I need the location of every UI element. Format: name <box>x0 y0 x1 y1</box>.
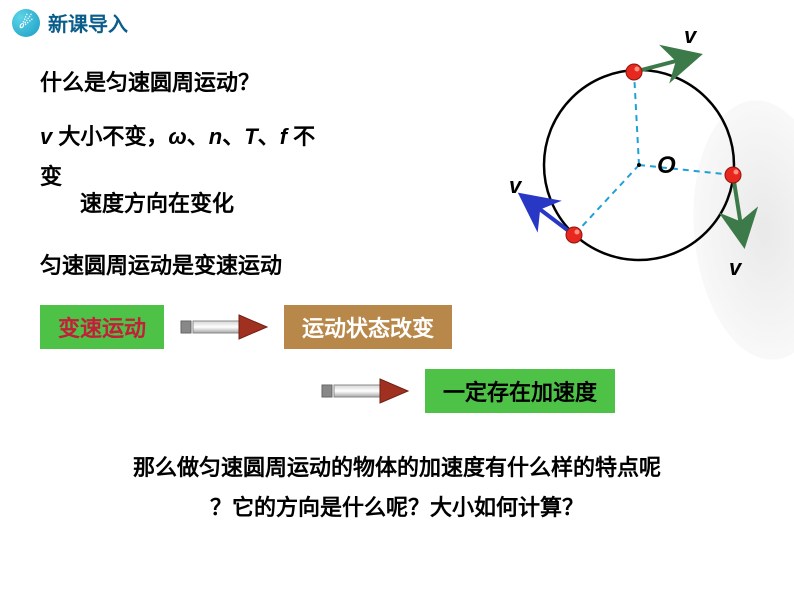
text-sep: 、 <box>222 124 244 149</box>
tag-state-change: 运动状态改变 <box>284 305 452 349</box>
variable-motion-text: 匀速圆周运动是变速运动 <box>40 248 754 280</box>
tag-acceleration: 一定存在加速度 <box>425 369 615 413</box>
physics-variables-line: v 大小不变，ω、n、T、f 不变 <box>40 117 754 196</box>
lesson-intro-icon: ☄ <box>12 9 40 37</box>
text-segment: 变 <box>40 164 62 189</box>
tag-variable-motion: 变速运动 <box>40 305 164 349</box>
icon-glyph: ☄ <box>19 13 33 33</box>
flow-row-2: 一定存在加速度 <box>320 369 754 413</box>
question-line-1: 什么是匀速圆周运动？ <box>40 65 754 97</box>
text-segment: 不 <box>293 124 315 149</box>
flow-row-1: 变速运动 运动状态改变 <box>40 305 754 349</box>
text-segment: 大小不变， <box>58 124 168 149</box>
var-omega: ω <box>168 124 186 149</box>
arrow-3d-icon <box>179 312 269 342</box>
text-sep: 、 <box>187 124 209 149</box>
text-sep: 、 <box>258 124 280 149</box>
var-n: n <box>209 124 222 149</box>
arrow-body <box>193 321 239 333</box>
arrow-head <box>239 315 267 339</box>
var-f: f <box>280 124 293 149</box>
arrow-tail <box>181 321 191 333</box>
arrow-tail <box>322 385 332 397</box>
question2-part-b: ？它的方向是什么呢？大小如何计算？ <box>210 495 584 520</box>
arrow-3d-icon <box>320 376 410 406</box>
var-T: T <box>244 124 257 149</box>
arrow-head <box>380 379 408 403</box>
v-label: v <box>684 23 698 48</box>
direction-changing-text: 速度方向在变化 <box>80 186 754 218</box>
var-v: v <box>40 124 58 149</box>
question-line-2: 那么做匀速圆周运动的物体的加速度有什么样的特点呢 ？它的方向是什么呢？大小如何计… <box>40 448 754 527</box>
header-title: 新课导入 <box>48 8 128 37</box>
content-area: 什么是匀速圆周运动？ v 大小不变，ω、n、T、f 不变 速度方向在变化 匀速圆… <box>0 65 794 527</box>
question2-part-a: 那么做匀速圆周运动的物体的加速度有什么样的特点呢 <box>133 455 661 480</box>
arrow-body <box>334 385 380 397</box>
